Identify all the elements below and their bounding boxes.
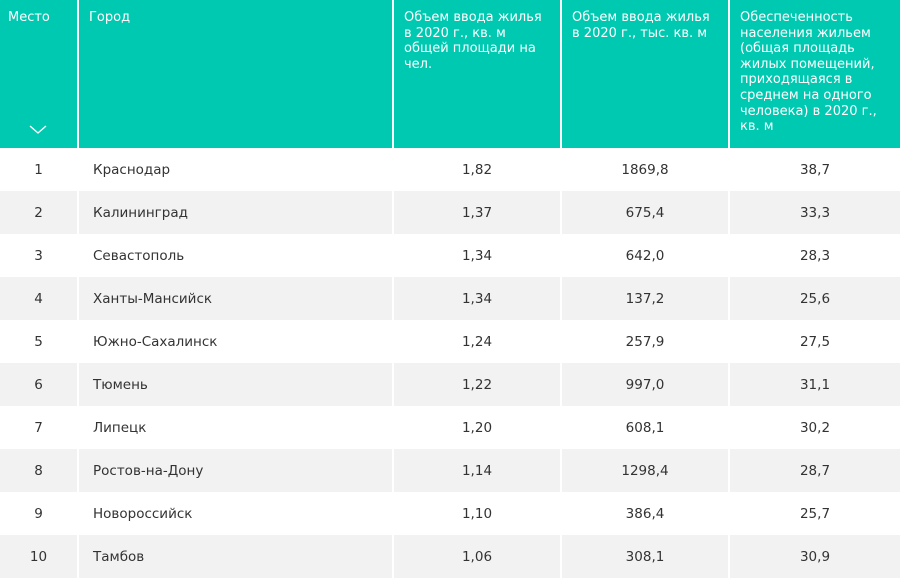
cell-provision: 38,7 [730, 148, 900, 191]
cell-provision: 30,2 [730, 406, 900, 449]
cell-per-capita: 1,10 [394, 492, 562, 535]
table-row: 1 Краснодар 1,82 1869,8 38,7 [0, 148, 900, 191]
cell-place: 7 [0, 406, 79, 449]
cell-place: 2 [0, 191, 79, 234]
cell-provision: 30,9 [730, 535, 900, 578]
cell-provision: 27,5 [730, 320, 900, 363]
cell-city: Липецк [79, 406, 394, 449]
cell-place: 1 [0, 148, 79, 191]
cell-city: Севастополь [79, 234, 394, 277]
cell-provision: 28,7 [730, 449, 900, 492]
cell-total: 997,0 [562, 363, 730, 406]
cell-per-capita: 1,82 [394, 148, 562, 191]
cell-place: 5 [0, 320, 79, 363]
column-header-place[interactable]: Место [0, 0, 79, 148]
table-body: 1 Краснодар 1,82 1869,8 38,7 2 Калининград 1,37… [0, 148, 900, 578]
cell-total: 257,9 [562, 320, 730, 363]
table-row: 9 Новороссийск 1,10 386,4 25,7 [0, 492, 900, 535]
cell-total: 386,4 [562, 492, 730, 535]
cell-total: 675,4 [562, 191, 730, 234]
cell-place: 3 [0, 234, 79, 277]
table-row: 4 Ханты-Мансийск 1,34 137,2 25,6 [0, 277, 900, 320]
cell-per-capita: 1,22 [394, 363, 562, 406]
column-header-label: Объем ввода жилья в 2020 г., кв. м общей… [404, 10, 542, 72]
cell-place: 4 [0, 277, 79, 320]
cell-provision: 28,3 [730, 234, 900, 277]
cell-per-capita: 1,34 [394, 234, 562, 277]
cell-city: Ростов-на-Дону [79, 449, 394, 492]
cell-per-capita: 1,20 [394, 406, 562, 449]
chevron-down-icon[interactable] [29, 125, 47, 135]
table-row: 10 Тамбов 1,06 308,1 30,9 [0, 535, 900, 578]
table-row: 3 Севастополь 1,34 642,0 28,3 [0, 234, 900, 277]
cell-per-capita: 1,14 [394, 449, 562, 492]
table-row: 8 Ростов-на-Дону 1,14 1298,4 28,7 [0, 449, 900, 492]
table-row: 5 Южно-Сахалинск 1,24 257,9 27,5 [0, 320, 900, 363]
cell-place: 8 [0, 449, 79, 492]
cell-total: 642,0 [562, 234, 730, 277]
cell-provision: 33,3 [730, 191, 900, 234]
cell-city: Тюмень [79, 363, 394, 406]
cell-per-capita: 1,37 [394, 191, 562, 234]
cell-per-capita: 1,24 [394, 320, 562, 363]
column-header-total[interactable]: Объем ввода жилья в 2020 г., тыс. кв. м [562, 0, 730, 148]
column-header-per-capita[interactable]: Объем ввода жилья в 2020 г., кв. м общей… [394, 0, 562, 148]
cell-per-capita: 1,06 [394, 535, 562, 578]
table-header: Место Город Объем ввода жилья в 2020 г.,… [0, 0, 900, 148]
cell-city: Калининград [79, 191, 394, 234]
cell-total: 137,2 [562, 277, 730, 320]
table-row: 2 Калининград 1,37 675,4 33,3 [0, 191, 900, 234]
cell-city: Южно-Сахалинск [79, 320, 394, 363]
cell-total: 1869,8 [562, 148, 730, 191]
cell-city: Краснодар [79, 148, 394, 191]
cell-provision: 25,6 [730, 277, 900, 320]
cell-provision: 31,1 [730, 363, 900, 406]
cell-total: 608,1 [562, 406, 730, 449]
table-row: 7 Липецк 1,20 608,1 30,2 [0, 406, 900, 449]
cell-city: Тамбов [79, 535, 394, 578]
column-header-city[interactable]: Город [79, 0, 394, 148]
cell-provision: 25,7 [730, 492, 900, 535]
column-header-label: Объем ввода жилья в 2020 г., тыс. кв. м [572, 10, 710, 41]
cell-total: 1298,4 [562, 449, 730, 492]
cell-city: Новороссийск [79, 492, 394, 535]
cell-total: 308,1 [562, 535, 730, 578]
column-header-label: Обеспеченность населения жильем (общая п… [740, 10, 877, 135]
column-header-provision[interactable]: Обеспеченность населения жильем (общая п… [730, 0, 900, 148]
cell-place: 9 [0, 492, 79, 535]
cell-place: 10 [0, 535, 79, 578]
cell-city: Ханты-Мансийск [79, 277, 394, 320]
column-header-label: Место [8, 10, 50, 25]
column-header-label: Город [89, 10, 131, 25]
table-row: 6 Тюмень 1,22 997,0 31,1 [0, 363, 900, 406]
cell-per-capita: 1,34 [394, 277, 562, 320]
cell-place: 6 [0, 363, 79, 406]
